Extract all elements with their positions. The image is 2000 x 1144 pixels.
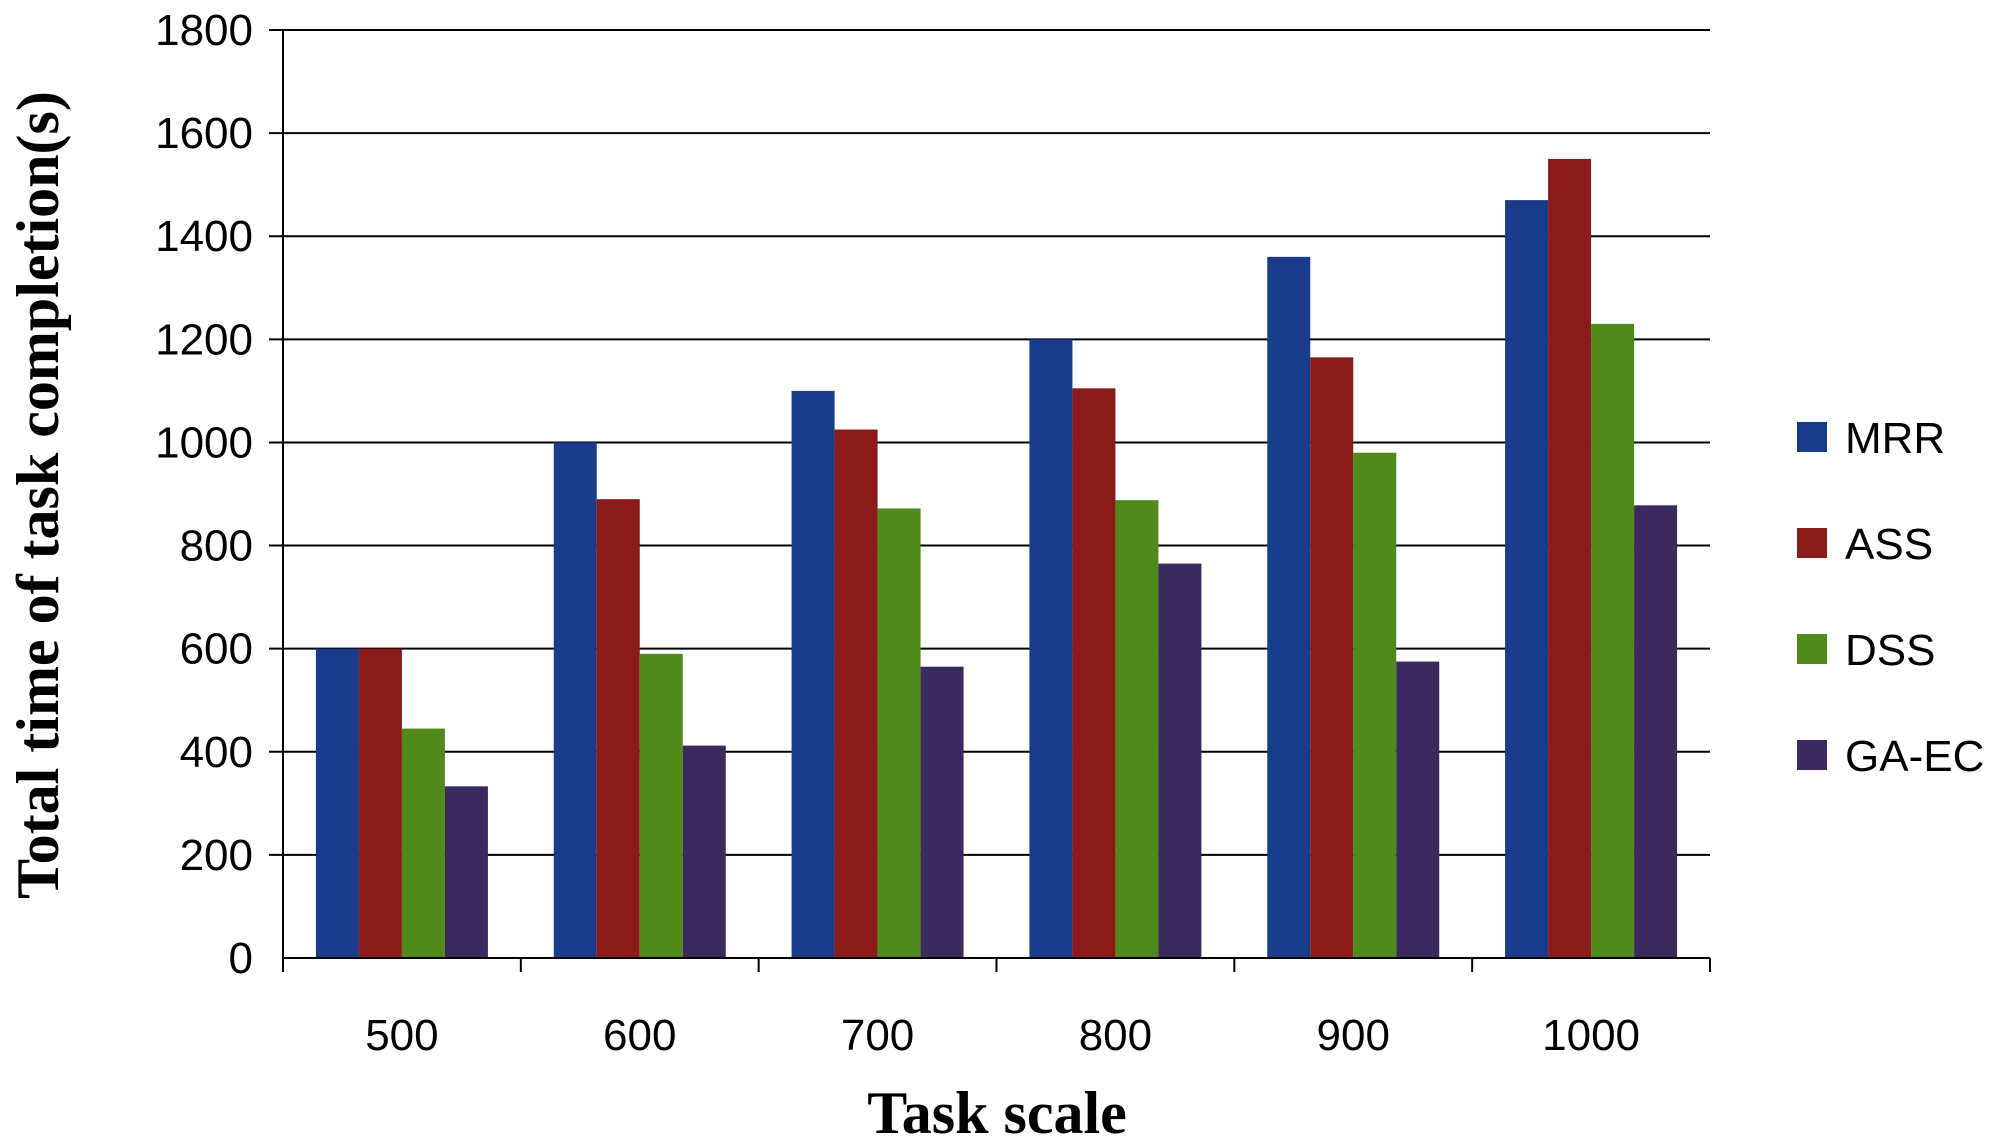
x-axis-title: Task scale (867, 1080, 1127, 1144)
bar-ass-800 (1072, 388, 1116, 958)
grid-lines (269, 29, 1710, 856)
x-tick-label: 500 (365, 1011, 438, 1060)
bar-ass-700 (834, 429, 878, 958)
bar-ass-900 (1310, 357, 1354, 958)
y-tick-label: 200 (180, 831, 253, 880)
legend-label-ass: ASS (1845, 520, 1933, 569)
legend-label-ga-ec: GA-EC (1845, 732, 1984, 781)
bar-ga-ec-600 (682, 745, 726, 958)
legend: MRR ASS DSS GA-EC (1797, 414, 1984, 781)
bar-mrr-1000 (1505, 200, 1549, 959)
x-tick-labels: 500 600 700 800 900 1000 (365, 1011, 1640, 1060)
bar-mrr-800 (1029, 339, 1073, 958)
x-tick-label: 700 (841, 1011, 914, 1060)
bar-ga-ec-700 (920, 666, 964, 958)
legend-label-mrr: MRR (1845, 414, 1945, 463)
legend-swatch-ass (1797, 528, 1827, 558)
bar-ga-ec-500 (444, 786, 488, 958)
bar-ass-500 (358, 648, 402, 958)
axes (282, 30, 1711, 972)
x-tick-label: 800 (1079, 1011, 1152, 1060)
bar-ga-ec-900 (1396, 661, 1440, 958)
bar-ga-ec-1000 (1634, 505, 1678, 958)
bar-mrr-600 (553, 442, 597, 958)
y-tick-label: 800 (180, 522, 253, 571)
x-tick-label: 600 (603, 1011, 676, 1060)
legend-swatch-dss (1797, 634, 1827, 664)
bar-mrr-700 (791, 390, 835, 958)
y-tick-label: 1200 (155, 315, 253, 364)
y-tick-label: 1800 (155, 6, 253, 55)
x-tick-label: 900 (1317, 1011, 1390, 1060)
legend-swatch-ga-ec (1797, 740, 1827, 770)
y-tick-label: 0 (229, 934, 253, 983)
bar-ass-1000 (1548, 158, 1592, 958)
y-tick-label: 600 (180, 625, 253, 674)
x-tick-label: 1000 (1542, 1011, 1640, 1060)
bar-ass-600 (596, 499, 640, 958)
y-tick-label: 400 (180, 728, 253, 777)
bar-dss-600 (639, 653, 683, 958)
bar-dss-700 (877, 508, 921, 958)
bar-mrr-900 (1267, 256, 1311, 958)
y-tick-labels: 0 200 400 600 800 1000 1200 1400 1600 1800 (155, 6, 253, 983)
legend-label-dss: DSS (1845, 626, 1935, 675)
bars (315, 158, 1678, 959)
bar-dss-1000 (1591, 323, 1635, 958)
y-tick-label: 1400 (155, 212, 253, 261)
bar-dss-800 (1115, 500, 1159, 958)
bar-mrr-500 (315, 648, 359, 958)
y-axis-title: Total time of task completion(s) (5, 91, 71, 899)
legend-swatch-mrr (1797, 422, 1827, 452)
bar-ga-ec-800 (1158, 563, 1202, 958)
bar-dss-500 (401, 728, 445, 958)
bar-dss-900 (1353, 452, 1397, 958)
y-tick-label: 1000 (155, 418, 253, 467)
y-tick-label: 1600 (155, 109, 253, 158)
